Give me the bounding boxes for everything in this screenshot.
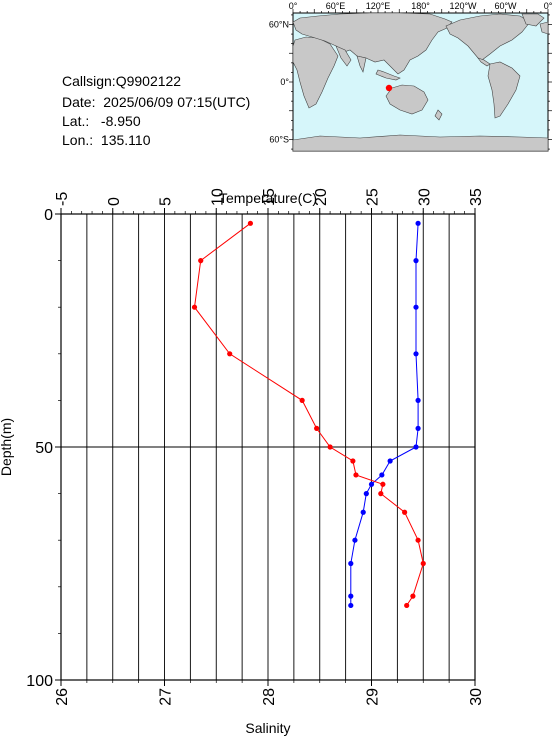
map-land-polygon — [521, 13, 545, 27]
temperature-profile-line — [350, 223, 419, 606]
lon-label: Lon.: — [62, 132, 94, 148]
temperature-tick-label: 0 — [106, 197, 123, 206]
map-land-polygon — [487, 61, 521, 119]
salinity-data-point — [402, 509, 408, 515]
temperature-data-point — [379, 472, 385, 478]
temperature-tick-label: -5 — [54, 192, 71, 206]
map-land-polygon — [385, 84, 429, 115]
map-longitude-tick-label: 120°E — [366, 1, 391, 11]
salinity-data-point — [378, 491, 384, 497]
map-latitude-tick-label: 0° — [280, 77, 289, 87]
temperature-data-point — [415, 425, 421, 431]
date-value: 2025/06/09 07:15(UTC) — [103, 94, 251, 110]
map-landmasses — [292, 12, 549, 152]
depth-tick-label: 50 — [35, 440, 53, 457]
latitude-line: Lat.: -8.950 — [62, 113, 141, 129]
temperature-data-point — [363, 491, 369, 497]
temperature-data-point — [348, 560, 354, 567]
depth-tick-label: 100 — [26, 673, 53, 690]
salinity-data-point — [198, 258, 204, 264]
salinity-data-point — [247, 220, 254, 226]
salinity-data-point — [410, 593, 416, 599]
temperature-data-point — [413, 258, 419, 264]
salinity-data-point — [327, 444, 333, 450]
map-land-polygon — [434, 109, 443, 121]
depth-tick-label: 0 — [44, 207, 53, 224]
map-latitude-ticks: 60°N 0° 60°S — [269, 20, 290, 145]
chart-series — [191, 220, 426, 609]
temperature-axis-label: Temperature(C) — [219, 190, 317, 206]
temperature-tick-label: 5 — [158, 197, 175, 206]
temperature-data-point — [360, 509, 366, 515]
temperature-data-point — [415, 397, 421, 403]
callsign-line: Callsign:Q9902122 — [62, 73, 181, 89]
longitude-line: Lon.: 135.110 — [62, 132, 151, 148]
temperature-tick-label: 30 — [416, 188, 433, 206]
salinity-data-point — [404, 602, 410, 609]
salinity-tick-label: 30 — [468, 688, 485, 706]
temperature-data-point — [352, 537, 358, 543]
temperature-data-point — [348, 593, 354, 599]
salinity-tick-label: 26 — [54, 688, 71, 706]
location-map: 0° 60°E 120°E 180° 120°W 60°W 0° 60°N0°60°S — [269, 1, 553, 152]
salinity-axis-label: Salinity — [245, 720, 290, 736]
map-longitude-tick-label: 0° — [544, 1, 553, 11]
temperature-data-point — [415, 220, 421, 226]
temperature-tick-label: 10 — [209, 188, 226, 206]
depth-axis-label: Depth(m) — [0, 418, 14, 476]
map-longitude-tick-label: 60°E — [326, 1, 346, 11]
map-latitude-tick-label: 60°S — [269, 135, 289, 145]
temperature-data-point — [413, 351, 419, 357]
temperature-tick-label: 25 — [365, 188, 382, 206]
float-position-marker — [385, 84, 393, 92]
lon-value: 135.110 — [100, 132, 151, 148]
temperature-data-point — [348, 602, 354, 609]
map-longitude-tick-label: 60°W — [494, 1, 517, 11]
temperature-data-point — [368, 481, 375, 487]
salinity-data-point — [353, 472, 359, 478]
chart-grid — [61, 214, 475, 680]
temperature-data-point — [413, 304, 419, 310]
map-land-polygon — [292, 134, 549, 152]
map-longitude-tick-label: 120°W — [449, 1, 477, 11]
map-land-polygon — [292, 12, 453, 75]
date-label: Date: — [62, 94, 96, 110]
salinity-data-point — [420, 560, 426, 567]
salinity-data-point — [380, 481, 386, 487]
map-latitude-tick-label: 60°N — [269, 20, 289, 30]
callsign-label: Callsign: — [62, 73, 116, 89]
map-land-polygon — [356, 55, 367, 73]
map-longitude-tick-label: 180° — [411, 1, 430, 11]
map-longitude-tick-label: 0° — [289, 1, 298, 11]
salinity-data-point — [415, 537, 421, 543]
lat-label: Lat.: — [62, 113, 90, 129]
salinity-tick-label: 29 — [365, 688, 382, 706]
salinity-tick-label: 28 — [261, 688, 278, 706]
salinity-tick-label: 27 — [158, 688, 175, 706]
temperature-tick-label: 20 — [313, 188, 330, 206]
map-land-polygon — [375, 69, 401, 81]
map-land-polygon — [445, 13, 531, 61]
temperature-tick-label: 15 — [261, 188, 278, 206]
map-longitude-ticks: 0° 60°E 120°E 180° 120°W 60°W 0° — [289, 1, 553, 11]
temperature-data-point — [413, 444, 419, 450]
date-line: Date: 2025/06/09 07:15(UTC) — [62, 94, 250, 110]
map-land-polygon — [477, 57, 491, 67]
temperature-tick-label: 35 — [468, 188, 485, 206]
salinity-profile-line — [193, 222, 424, 606]
map-land-polygon — [335, 45, 352, 67]
lat-value: -8.950 — [100, 113, 141, 129]
salinity-data-point — [350, 458, 356, 464]
salinity-data-point — [314, 425, 320, 431]
salinity-data-point — [227, 351, 233, 357]
salinity-data-point — [299, 397, 305, 403]
temperature-data-point — [387, 458, 393, 464]
map-frame — [289, 9, 552, 150]
callsign-value: Q9902122 — [115, 73, 182, 89]
salinity-data-point — [191, 304, 198, 310]
